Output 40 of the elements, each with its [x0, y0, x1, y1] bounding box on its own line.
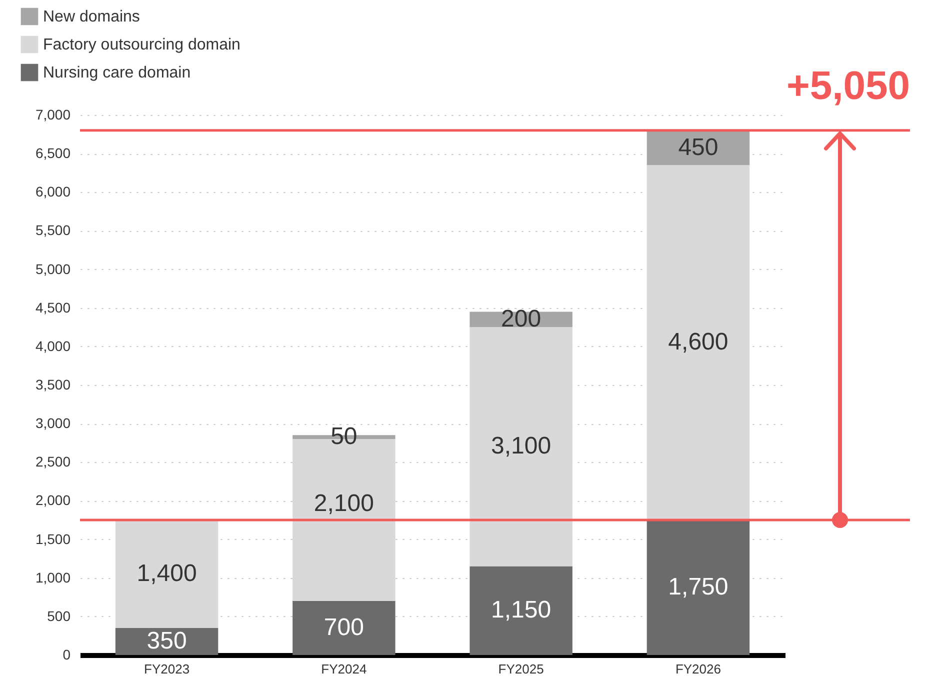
y-tick-label: 2,000 [35, 492, 71, 508]
x-tick-label: FY2025 [498, 662, 544, 676]
data-label: 700 [324, 614, 364, 641]
y-tick-label: 6,500 [35, 145, 71, 162]
y-tick-label: 3,500 [35, 376, 71, 392]
y-tick-label: 0 [62, 646, 71, 662]
bar [115, 520, 218, 628]
y-tick-label: 4,500 [35, 299, 71, 316]
bar [646, 520, 750, 655]
data-label: 3,100 [491, 432, 552, 460]
x-tick-label: FY2026 [675, 662, 721, 676]
data-label: 450 [678, 134, 718, 161]
y-tick-label: 1,500 [35, 530, 71, 547]
x-tick-label: FY2024 [321, 662, 367, 676]
bar [292, 601, 396, 655]
y-tick-label: 5,500 [35, 222, 71, 238]
data-label: 1,150 [491, 596, 552, 624]
y-tick-label: 3,000 [35, 415, 71, 432]
data-label: 50 [330, 423, 358, 450]
legend-label: Factory outsourcing domain [43, 36, 240, 54]
y-tick-label: 1,000 [35, 569, 71, 586]
data-label: 200 [501, 305, 542, 332]
y-tick-label: 6,000 [35, 184, 71, 200]
data-label: 4,600 [668, 328, 728, 356]
text: +5,050 [786, 64, 910, 108]
data-label: 350 [146, 628, 187, 654]
legend-label: Nursing care domain [43, 64, 191, 82]
legend-label: New domains [43, 8, 140, 26]
data-label: 1,750 [668, 574, 728, 600]
bar [470, 327, 572, 566]
bar [646, 165, 750, 520]
y-tick-label: 5,000 [35, 260, 71, 277]
y-tick-label: 7,000 [35, 106, 71, 122]
data-label: 2,100 [314, 490, 374, 517]
bar [470, 566, 572, 655]
data-label: 1,400 [136, 560, 197, 587]
x-tick-label: FY2023 [144, 662, 190, 676]
y-tick-label: 2,500 [35, 454, 71, 470]
y-tick-label: 500 [47, 608, 71, 624]
y-tick-label: 4,000 [35, 338, 71, 354]
